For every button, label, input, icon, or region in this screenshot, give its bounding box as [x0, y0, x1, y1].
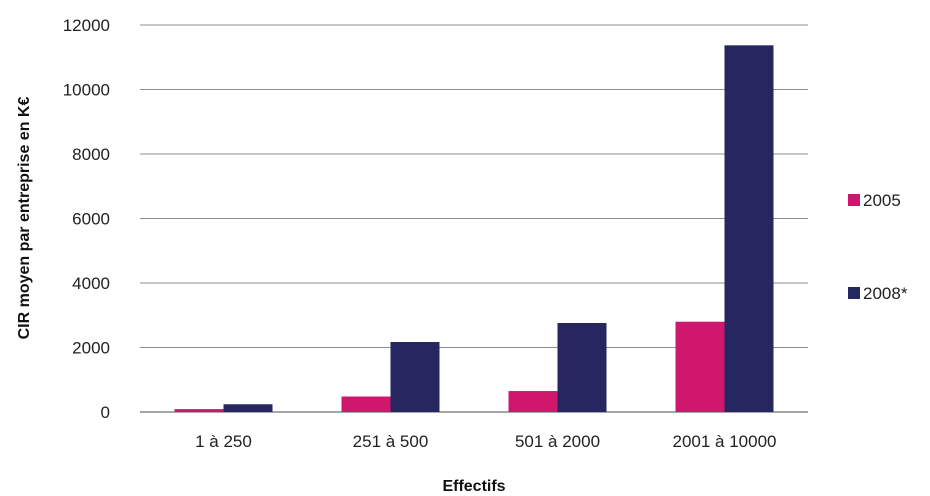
- y-tick-label: 12000: [63, 16, 110, 35]
- y-tick-label: 6000: [72, 210, 110, 229]
- x-tick-label: 251 à 500: [353, 432, 429, 451]
- legend: 2005 2008*: [848, 191, 908, 303]
- bar-2005-1: [174, 409, 224, 412]
- y-axis-ticks: 0 2000 4000 6000 8000 10000 12000: [63, 16, 110, 422]
- x-tick-label: 2001 à 10000: [673, 432, 777, 451]
- bar-2008-3: [557, 322, 607, 412]
- legend-label: 2005: [863, 191, 901, 210]
- gridlines: [140, 24, 808, 348]
- legend-label: 2008*: [863, 284, 908, 303]
- bars: [174, 45, 774, 412]
- y-axis-title: CIR moyen par entreprise en K€: [16, 97, 33, 340]
- bar-2005-4: [675, 321, 725, 412]
- y-tick-label: 0: [101, 403, 110, 422]
- bar-2008-2: [390, 342, 440, 412]
- legend-swatch-2008: [848, 287, 860, 299]
- y-tick-label: 8000: [72, 145, 110, 164]
- bar-2008-4: [724, 45, 774, 412]
- x-tick-label: 1 à 250: [195, 432, 252, 451]
- y-tick-label: 2000: [72, 339, 110, 358]
- y-tick-label: 4000: [72, 274, 110, 293]
- bar-2005-2: [341, 396, 391, 412]
- x-tick-label: 501 à 2000: [515, 432, 600, 451]
- legend-swatch-2005: [848, 194, 860, 206]
- y-tick-label: 10000: [63, 81, 110, 100]
- x-axis-ticks: 1 à 250 251 à 500 501 à 2000 2001 à 10000: [195, 432, 776, 451]
- x-axis-title: Effectifs: [442, 478, 505, 495]
- bar-2008-1: [223, 404, 273, 412]
- bar-2005-3: [508, 391, 558, 412]
